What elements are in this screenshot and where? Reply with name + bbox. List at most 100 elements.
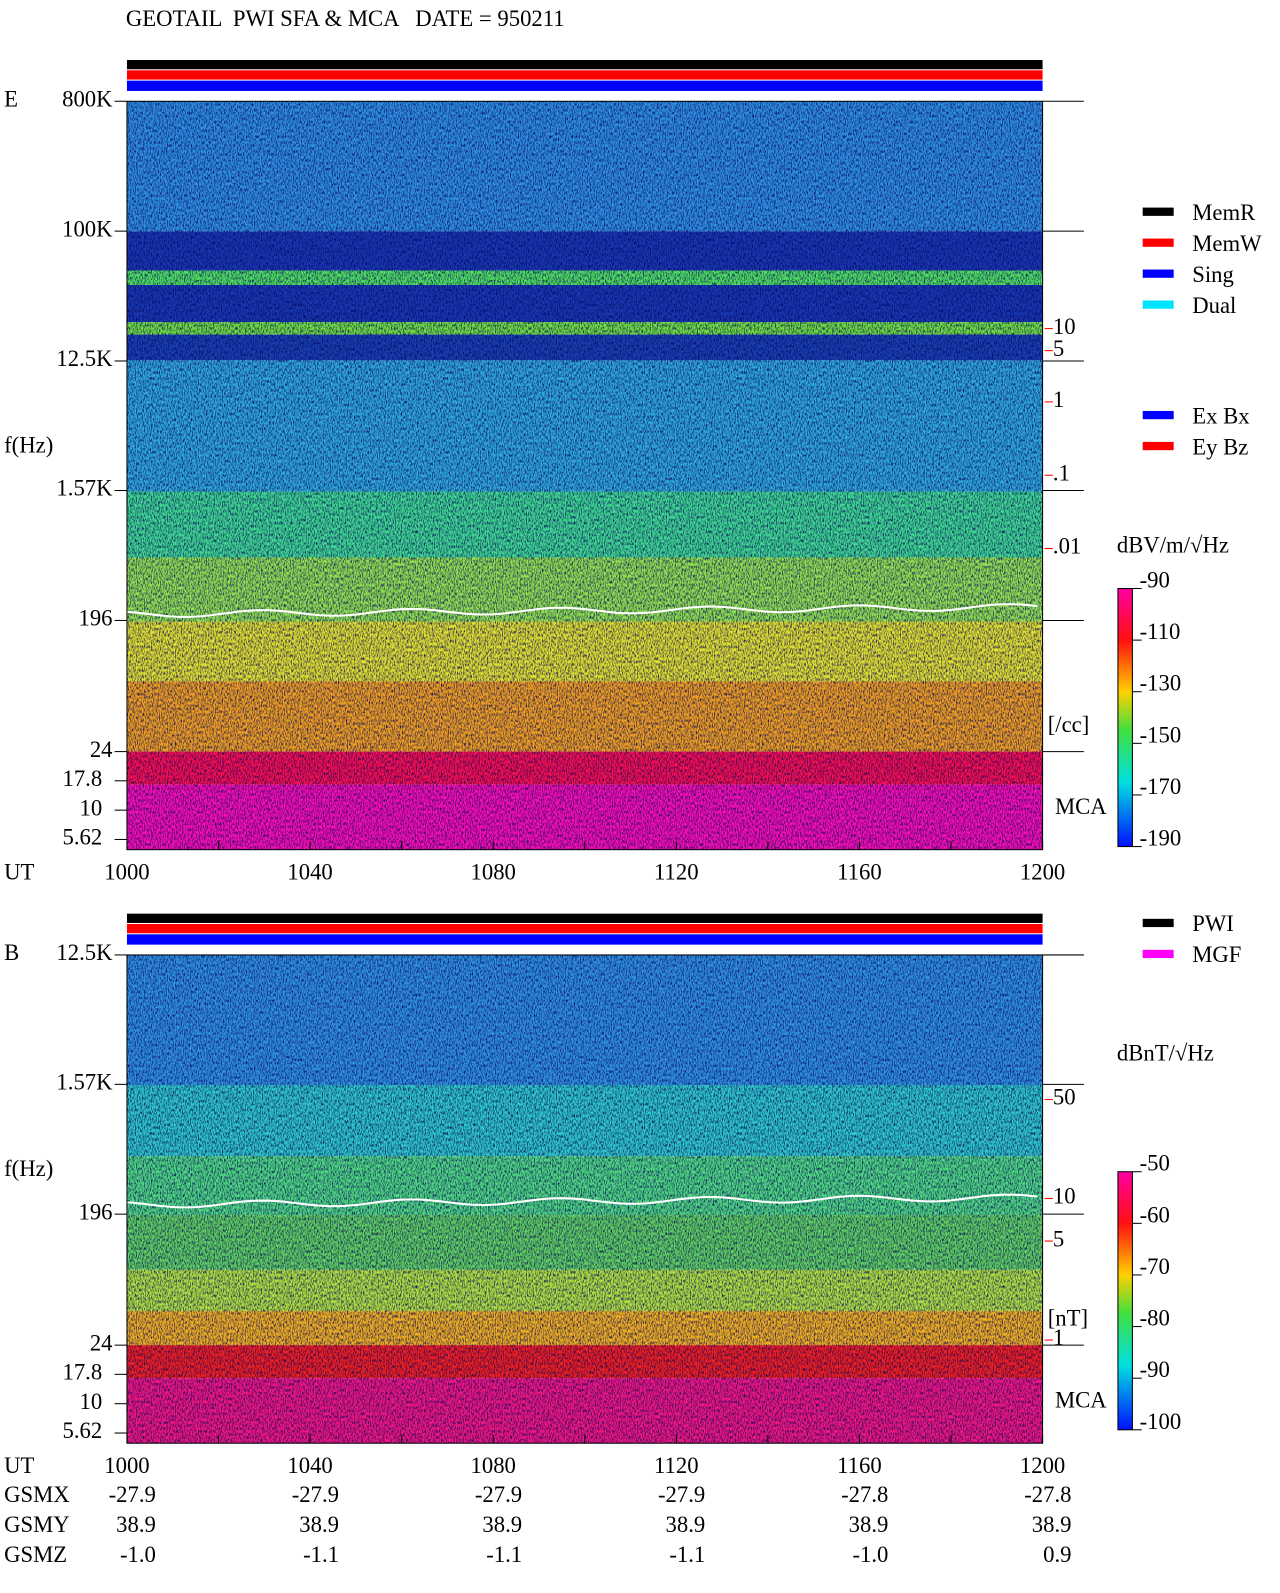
y-tick-label: 1.57K: [56, 1070, 113, 1095]
colorbar-label: dBnT/√Hz: [1117, 1040, 1214, 1065]
plasma-line: [126, 603, 1038, 618]
ephemeris-value: -1.1: [486, 1542, 522, 1567]
y-tick-label: 12.5K: [56, 940, 113, 965]
y2-tick-label: 1: [1053, 1325, 1064, 1350]
legend-swatch: [1142, 949, 1174, 959]
x-tick-label: 1160: [837, 1453, 882, 1478]
y2-tick-label: .1: [1053, 460, 1070, 485]
y-tick-label: 100K: [62, 216, 113, 241]
y2-tick-label: 50: [1053, 1085, 1076, 1110]
legend-swatch: [1142, 207, 1174, 216]
panel-label: E: [4, 86, 18, 111]
status-bar: [126, 934, 1043, 945]
y2-tick-label: 5: [1053, 1226, 1064, 1251]
ephemeris-value: -27.8: [841, 1482, 888, 1507]
y-tick-label: 24: [90, 1330, 113, 1355]
y2-axis-label: [nT]: [1048, 1306, 1088, 1331]
legend-swatch: [1142, 300, 1174, 309]
legend-label: Dual: [1192, 293, 1236, 318]
plasma-line: [126, 1193, 1038, 1209]
x-tick-label: 1000: [104, 860, 149, 885]
legend-swatch: [1142, 269, 1174, 278]
legend-swatch: [1142, 238, 1174, 247]
y-tick-label: 12.5K: [56, 346, 113, 371]
colorbar-tick-label: -70: [1140, 1254, 1170, 1279]
colorbar: [1117, 587, 1133, 848]
ephemeris-value: 38.9: [482, 1512, 522, 1537]
ephemeris-value: -27.9: [292, 1482, 339, 1507]
legend-label: MemW: [1192, 231, 1262, 256]
legend-label: Ey Bz: [1192, 434, 1248, 459]
ephemeris-value: 38.9: [849, 1512, 889, 1537]
ephemeris-value: -27.9: [109, 1482, 156, 1507]
mca-tick-label: 17.8: [62, 1360, 102, 1385]
ephemeris-value: -27.9: [658, 1482, 705, 1507]
panel-label: B: [4, 940, 19, 965]
y-tick-label: 196: [78, 1199, 112, 1224]
legend-swatch: [1142, 441, 1174, 451]
colorbar-tick-label: -90: [1140, 568, 1170, 593]
ephemeris-value: 0.9: [1043, 1542, 1071, 1567]
x-tick-label: 1120: [654, 1453, 699, 1478]
mca-tick-label: 10: [80, 795, 103, 820]
mca-tick-label: 5.62: [62, 1418, 102, 1443]
legend-label: Sing: [1192, 262, 1234, 287]
ephemeris-name: GSMX: [4, 1482, 70, 1507]
x-tick-label: 1040: [287, 860, 332, 885]
colorbar-tick-label: -190: [1140, 826, 1182, 851]
ephemeris-name: GSMY: [4, 1512, 70, 1537]
mca-label: MCA: [1055, 794, 1107, 819]
y-tick-label: 1.57K: [56, 476, 113, 501]
mca-tick-label: 10: [80, 1389, 103, 1414]
x-tick-label: 1080: [471, 860, 516, 885]
x-tick-label: 1120: [654, 860, 699, 885]
ephemeris-value: -1.1: [669, 1542, 705, 1567]
colorbar-tick-label: -100: [1140, 1409, 1182, 1434]
spectrogram-noise: [126, 101, 1043, 850]
x-tick-label: 1200: [1020, 860, 1065, 885]
colorbar-tick-label: -170: [1140, 774, 1182, 799]
chart-title: GEOTAIL PWI SFA & MCA DATE = 950211: [126, 6, 565, 31]
y-tick-label: 800K: [62, 86, 113, 111]
x-axis-label: UT: [4, 860, 34, 885]
status-bar: [126, 59, 1043, 70]
ephemeris-value: -27.9: [475, 1482, 522, 1507]
y2-axis-label: [/cc]: [1048, 712, 1090, 737]
mca-tick-label: 17.8: [62, 766, 102, 791]
x-tick-label: 1000: [104, 1453, 149, 1478]
mca-label: MCA: [1055, 1388, 1107, 1413]
ephemeris-value: 38.9: [1032, 1512, 1072, 1537]
x-tick-label: 1200: [1020, 1453, 1065, 1478]
status-bar: [126, 913, 1043, 923]
status-bar: [126, 923, 1043, 934]
y2-tick-label: 10: [1053, 314, 1076, 339]
x-tick-label: 1040: [287, 1453, 332, 1478]
ephemeris-value: 38.9: [299, 1512, 339, 1537]
x-tick-label: 1080: [471, 1453, 516, 1478]
y2-tick-label: 10: [1053, 1184, 1076, 1209]
y-axis-label: f(Hz): [4, 1156, 53, 1181]
ephemeris-value: -1.1: [303, 1542, 339, 1567]
ephemeris-value: 38.9: [116, 1512, 156, 1537]
ephemeris-value: -1.0: [852, 1542, 888, 1567]
colorbar-tick-label: -130: [1140, 671, 1182, 696]
status-bar: [126, 70, 1043, 80]
x-axis-label: UT: [4, 1453, 34, 1478]
y2-tick-label: 1: [1053, 387, 1064, 412]
colorbar-tick-label: -60: [1140, 1202, 1170, 1227]
ephemeris-name: GSMZ: [4, 1542, 67, 1567]
y2-tick-label: 5: [1053, 336, 1064, 361]
ephemeris-value: 38.9: [666, 1512, 706, 1537]
colorbar-tick-label: -90: [1140, 1357, 1170, 1382]
legend-label: Ex Bx: [1192, 403, 1250, 428]
colorbar: [1117, 1171, 1133, 1431]
legend-swatch: [1142, 410, 1174, 420]
legend-swatch: [1142, 918, 1174, 928]
y-tick-label: 24: [90, 737, 113, 762]
legend-label: MemR: [1192, 200, 1256, 225]
y-axis-label: f(Hz): [4, 432, 53, 457]
legend-label: MGF: [1192, 942, 1241, 967]
ephemeris-value: -1.0: [120, 1542, 156, 1567]
status-bar: [126, 80, 1043, 91]
